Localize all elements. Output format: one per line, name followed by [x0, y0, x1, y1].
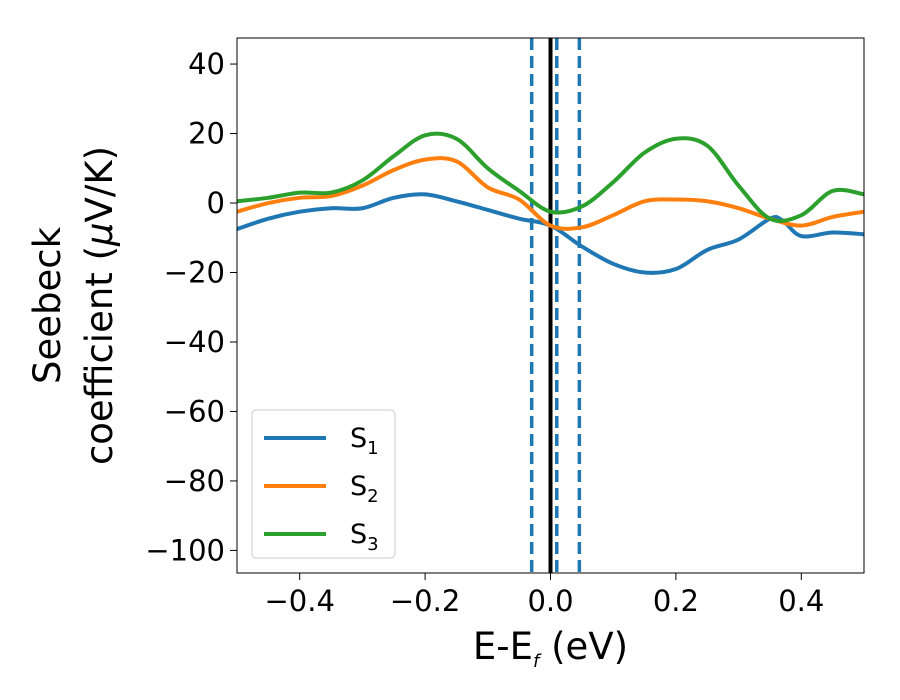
vertical-reference-lines	[529, 38, 582, 573]
x-tick-label: 0.4	[778, 584, 824, 618]
y-tick-label: −20	[164, 255, 225, 289]
y-tick-label: 0	[207, 186, 225, 220]
y-tick-label: −60	[164, 394, 225, 428]
legend-label: S1	[350, 423, 379, 459]
y-tick-label: −100	[145, 533, 225, 567]
legend-label: S2	[350, 471, 379, 507]
legend-item-s2: S2	[264, 471, 379, 507]
legend-item-s3: S3	[264, 519, 379, 555]
legend-label: S3	[350, 519, 379, 555]
svg-text:coefficient (μV/K): coefficient (μV/K)	[78, 146, 121, 465]
y-tick-label: 40	[188, 47, 225, 81]
x-axis-label: E-Ef (eV)	[473, 625, 628, 672]
legend: S1 S2 S3	[251, 409, 396, 559]
x-tick-label: −0.4	[264, 584, 334, 618]
series-line-s1	[237, 192, 864, 275]
x-tick-label: 0.0	[527, 584, 573, 618]
y-axis-ticks: 40 20 0 −20 −40 −60 −80 −100	[145, 47, 237, 567]
y-tick-label: −80	[164, 464, 225, 498]
y-axis-label: Seebeck coefficient (μV/K)	[26, 146, 121, 465]
series-line-s3	[237, 131, 864, 223]
legend-item-s1: S1	[264, 423, 379, 459]
y-tick-label: 20	[188, 117, 225, 151]
x-axis-ticks: −0.4 −0.2 0.0 0.2 0.4	[264, 573, 824, 618]
series-lines	[237, 131, 864, 275]
svg-text:Seebeck: Seebeck	[26, 226, 69, 384]
y-tick-label: −40	[164, 325, 225, 359]
x-tick-label: 0.2	[653, 584, 699, 618]
series-line-s2	[237, 156, 864, 231]
x-tick-label: −0.2	[390, 584, 460, 618]
